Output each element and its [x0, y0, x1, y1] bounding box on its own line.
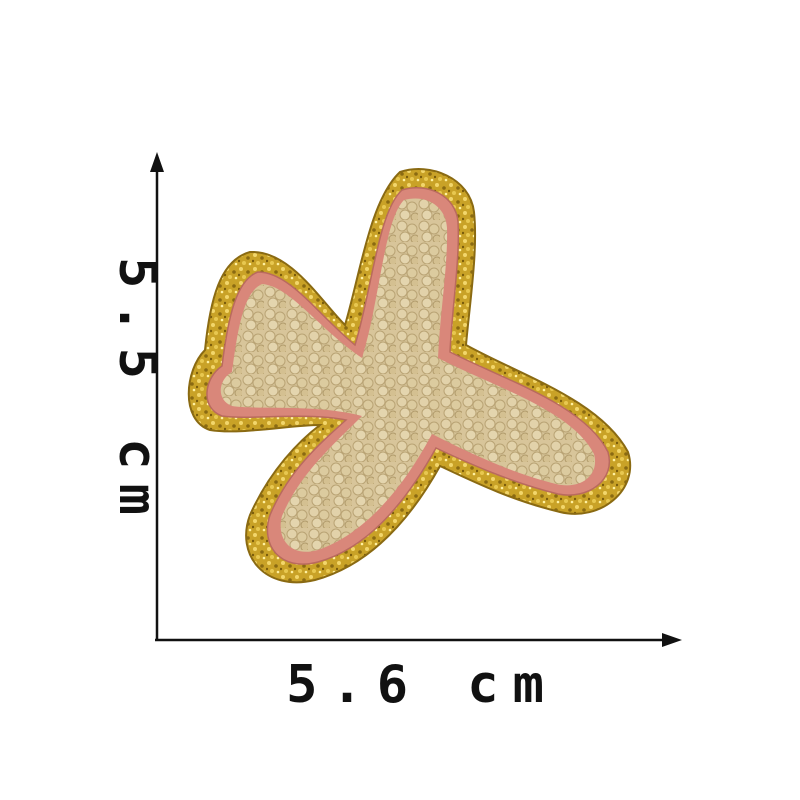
airplane-patch [187, 168, 631, 584]
height-label: 5.5 cm [107, 257, 167, 529]
width-label: 5.6 cm [286, 655, 558, 715]
patch-chenille-fill [220, 198, 596, 552]
width-dimension-arrow [155, 633, 682, 647]
height-dimension-arrow [150, 152, 164, 640]
